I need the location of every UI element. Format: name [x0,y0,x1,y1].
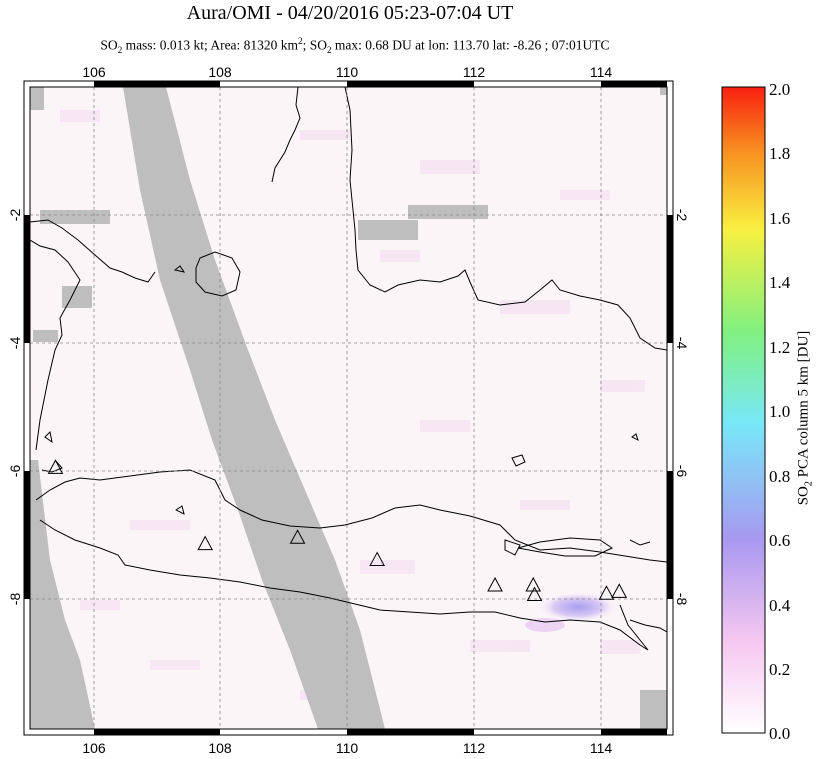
no-data-left-edge [30,87,95,729]
colorbar-tick-label: 1.4 [769,273,791,292]
triangle-icon [525,576,542,592]
colorbar [721,86,766,734]
so2-plume [538,592,618,622]
colorbar-tick-label: 2.0 [769,80,790,99]
lat-label-right: -2 [674,209,690,222]
colorbar-tick-label: 1.6 [769,209,790,228]
volcano-markers [47,459,628,602]
map-subtitle: SO2 mass: 0.013 kt; Area: 81320 km2; SO2… [100,36,610,56]
triangle-icon [598,585,615,600]
lat-label-right: -8 [674,593,690,606]
lat-label-right: -6 [674,465,690,478]
axis-labels: 106 108 110 112 114 106 108 110 112 114 … [7,64,690,756]
no-data-swath [123,87,385,729]
coastlines [30,87,667,651]
grid-lines [30,87,667,729]
colorbar-label: SO2 PCA column 5 km [DU] [795,330,815,506]
map-title: Aura/OMI - 04/20/2016 05:23-07:04 UT [186,2,514,24]
triangle-icon [47,459,64,474]
triangle-icon [487,576,503,592]
colorbar-tick-label: 1.0 [769,402,790,421]
colorbar-tick-label: 1.2 [769,338,790,357]
map-frame [23,80,674,736]
triangle-icon [369,551,386,567]
colorbar-tick-label: 0.6 [769,531,790,550]
lon-label-top: 112 [463,64,486,80]
lat-label-left: -4 [7,337,23,350]
lat-label-left: -6 [7,465,23,478]
lon-label-bottom: 106 [82,740,106,756]
lon-label-top: 110 [336,64,359,80]
triangle-icon [526,586,543,602]
colorbar-tick-label: 1.8 [769,144,790,163]
colorbar-ticks: 2.0 1.8 1.6 1.4 1.2 1.0 0.8 0.6 0.4 0.2 … [769,80,791,743]
colorbar-tick-label: 0.2 [769,660,790,679]
lon-label-bottom: 112 [463,740,486,756]
lat-label-left: -8 [7,593,23,606]
triangle-icon [289,529,306,544]
lat-label-left: -2 [7,209,23,222]
no-data-patches [33,205,488,342]
colorbar-tick-label: 0.4 [769,596,791,615]
colorbar-tick-label: 0.8 [769,467,790,486]
lon-label-bottom: 114 [590,740,613,756]
triangle-icon [611,583,628,598]
lon-label-top: 108 [208,64,232,80]
lon-label-bottom: 110 [336,740,359,756]
lat-label-right: -4 [674,337,690,350]
lon-label-top: 114 [590,64,613,80]
lon-label-top: 106 [82,64,106,80]
lon-label-bottom: 108 [208,740,232,756]
colorbar-tick-label: 0.0 [769,724,790,743]
triangle-icon [197,535,214,551]
